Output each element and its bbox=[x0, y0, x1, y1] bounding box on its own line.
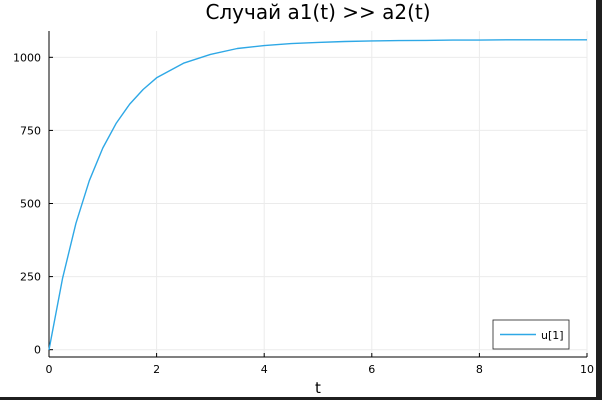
legend: u[1] bbox=[492, 319, 570, 350]
axes bbox=[48, 31, 587, 358]
legend-label: u[1] bbox=[541, 329, 564, 342]
x-tick-label: 0 bbox=[46, 363, 53, 376]
grid bbox=[48, 31, 588, 357]
x-axis-label: t bbox=[315, 379, 321, 397]
x-tick-label: 6 bbox=[368, 363, 375, 376]
y-tick-label: 250 bbox=[20, 271, 41, 284]
chart-title: Случай a1(t) >> a2(t) bbox=[205, 0, 430, 24]
y-tick-label: 500 bbox=[20, 198, 41, 211]
y-tick-label: 750 bbox=[20, 124, 41, 137]
y-tick-label: 0 bbox=[34, 344, 41, 357]
x-tick-label: 4 bbox=[261, 363, 268, 376]
y-tick-label: 1000 bbox=[13, 51, 41, 64]
y-ticks: 0 250 500 750 1000 bbox=[13, 51, 53, 357]
series-line-1 bbox=[48, 39, 587, 350]
x-tick-label: 2 bbox=[153, 363, 160, 376]
x-ticks: 0 2 4 6 8 10 bbox=[46, 353, 594, 376]
x-tick-label: 8 bbox=[476, 363, 483, 376]
series-group bbox=[48, 39, 587, 350]
x-tick-label: 10 bbox=[580, 363, 594, 376]
